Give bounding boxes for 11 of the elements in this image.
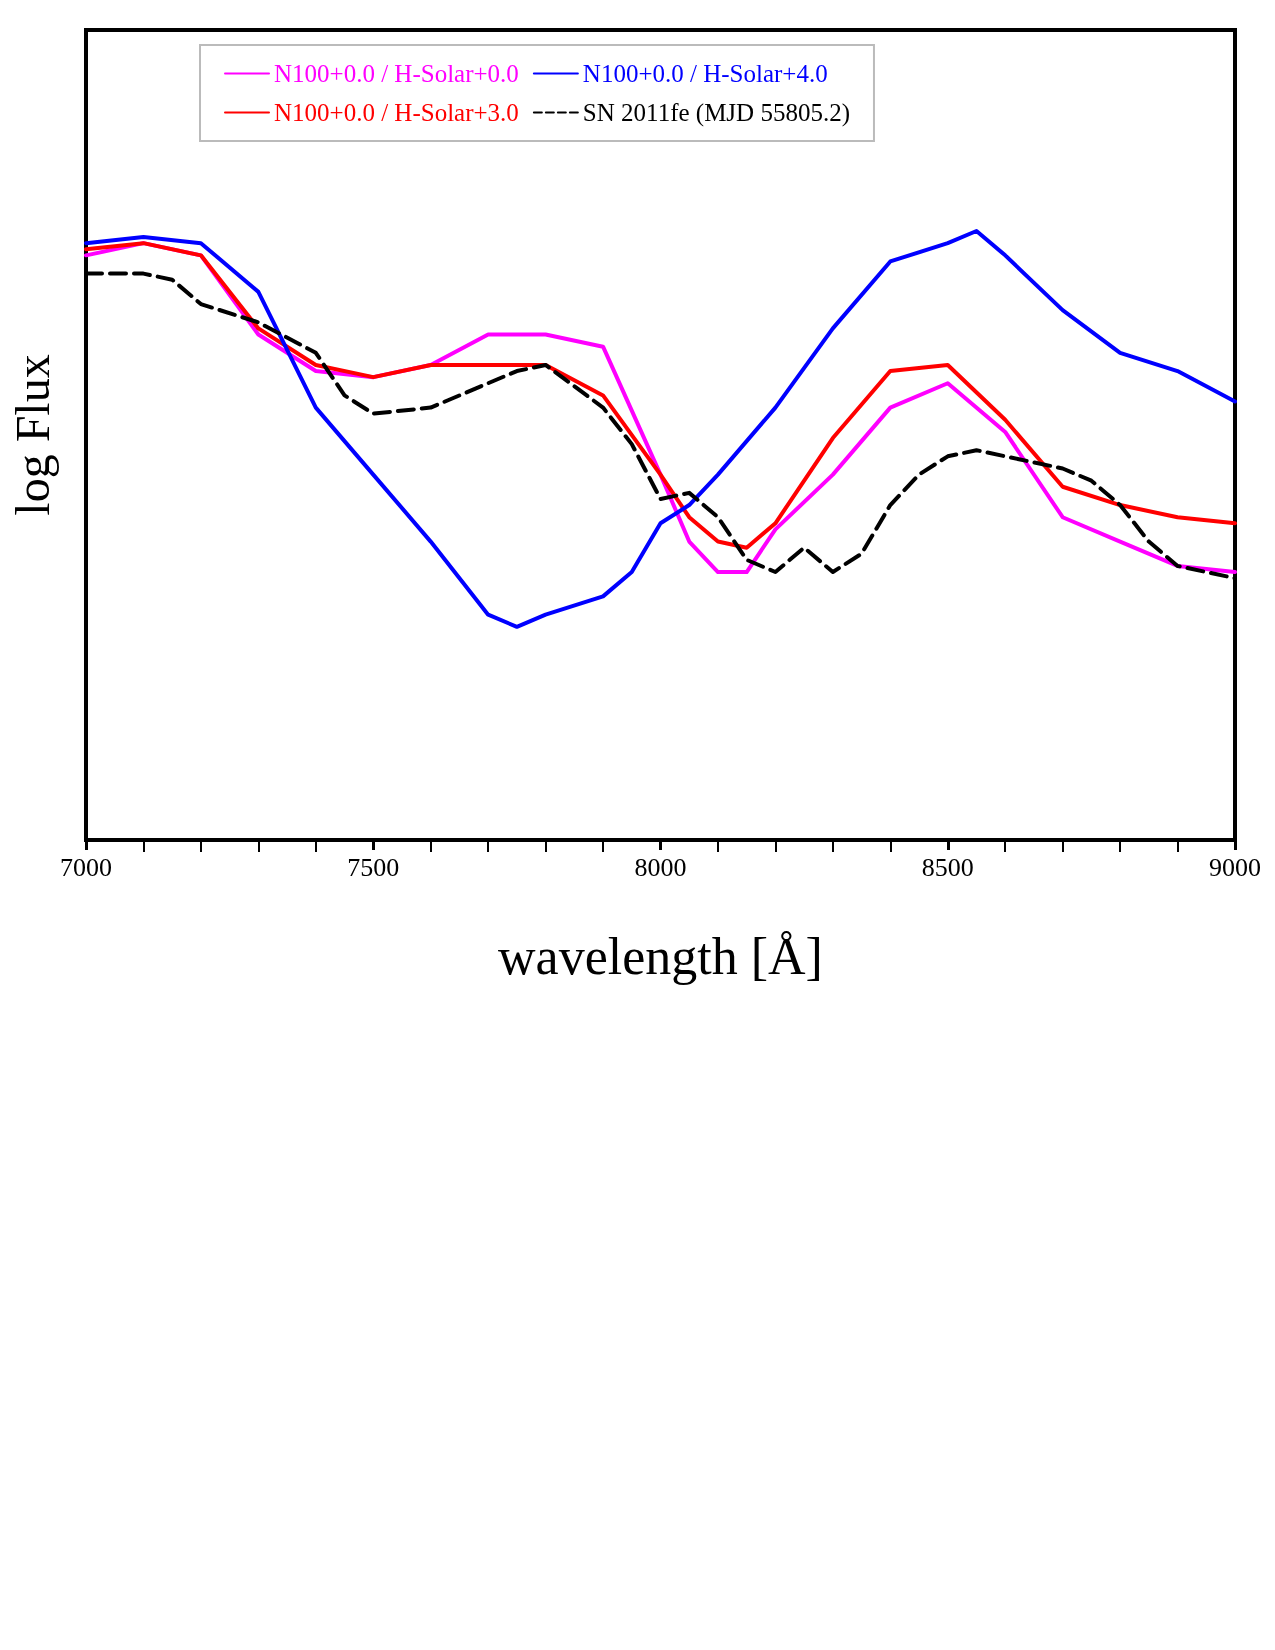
y-axis-title: log Flux [5,354,59,516]
legend-label: N100+0.0 / H-Solar+0.0 [274,60,519,87]
x-tick-label: 8000 [634,852,687,882]
x-tick-label: 9000 [1209,852,1261,882]
legend-label: N100+0.0 / H-Solar+4.0 [582,60,828,87]
x-axis-title: wavelength [Å] [498,927,823,985]
x-tick-label: 8500 [921,852,974,882]
legend-label: SN 2011fe (MJD 55805.2) [582,99,850,127]
legend-label: N100+0.0 / H-Solar+3.0 [274,99,519,126]
x-tick-label: 7500 [347,852,400,882]
x-tick-label: 7000 [60,852,112,882]
